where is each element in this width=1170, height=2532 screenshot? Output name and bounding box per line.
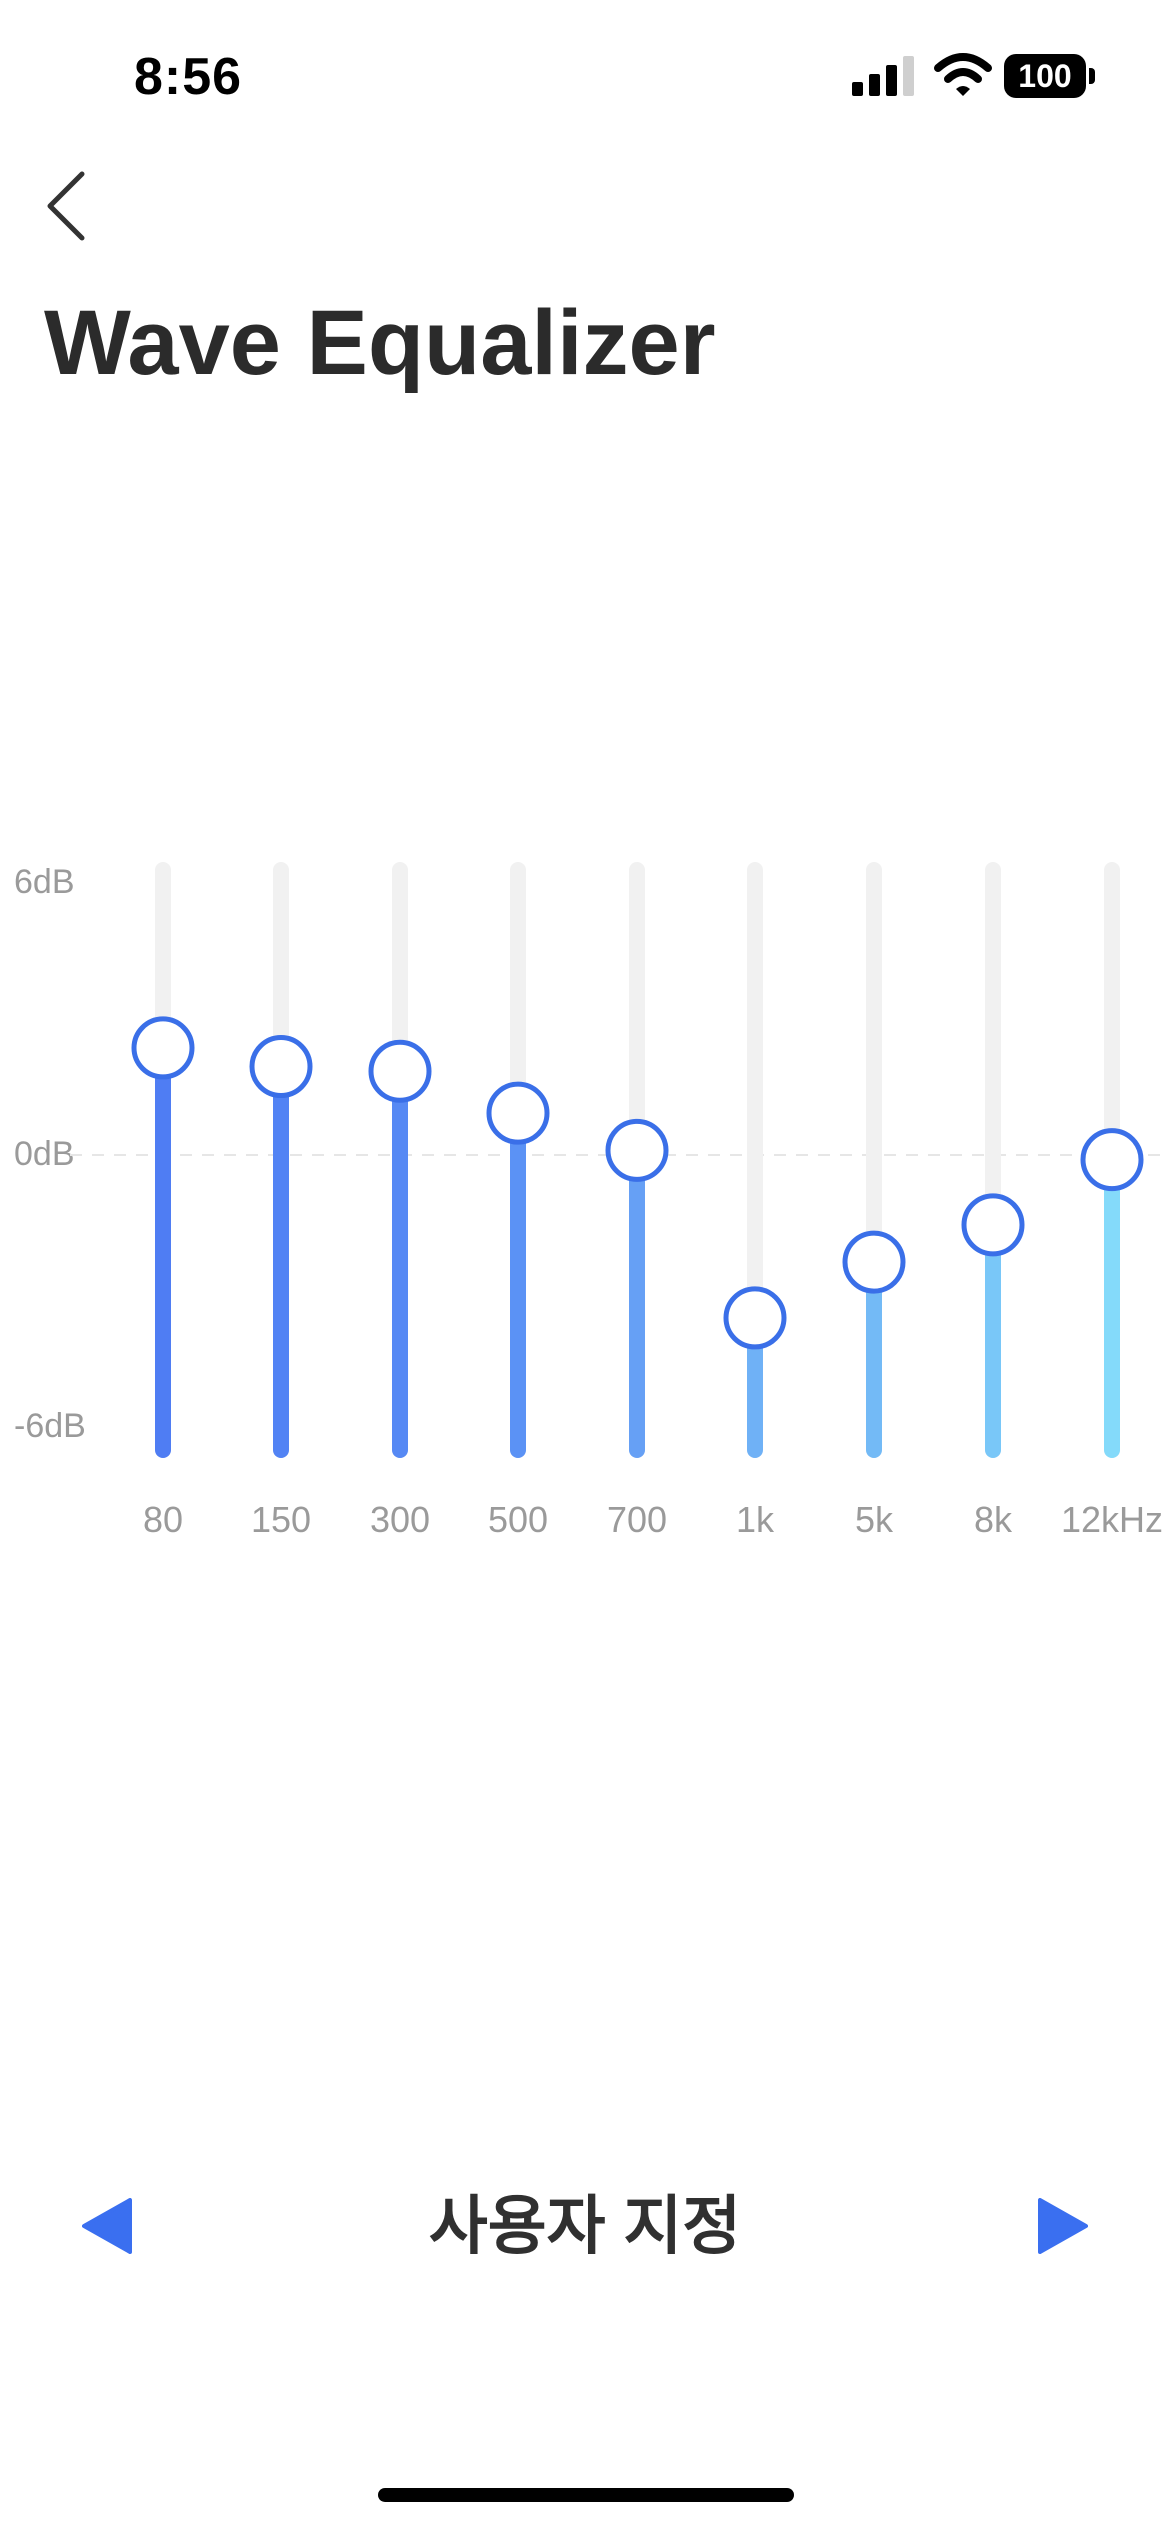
slider-knob-500[interactable]	[486, 1081, 550, 1145]
right-arrow-icon	[1038, 2198, 1088, 2254]
db-label-min: -6dB	[14, 1407, 86, 1445]
slider-knob-150[interactable]	[249, 1035, 313, 1099]
slider-knob-8k[interactable]	[961, 1193, 1025, 1257]
home-indicator	[378, 2488, 794, 2502]
slider-knob-700[interactable]	[605, 1118, 669, 1182]
next-preset-button[interactable]	[1038, 2198, 1088, 2254]
frequency-label: 700	[606, 1499, 668, 1540]
previous-preset-button[interactable]	[82, 2198, 132, 2254]
equalizer-sliders	[70, 862, 1170, 1458]
slider-knob-5k[interactable]	[842, 1230, 906, 1294]
page-title: Wave Equalizer	[44, 292, 716, 394]
frequency-label: 12kHz	[1060, 1499, 1164, 1540]
frequency-label: 5k	[854, 1499, 894, 1540]
frequency-label: 1k	[735, 1499, 775, 1540]
slider-knob-80[interactable]	[131, 1016, 195, 1080]
slider-knob-12kHz[interactable]	[1080, 1128, 1144, 1192]
frequency-label: 500	[487, 1499, 549, 1540]
db-label-zero: 0dB	[14, 1135, 75, 1173]
status-time: 8:56	[134, 48, 243, 106]
slider-knob-300[interactable]	[368, 1039, 432, 1103]
battery-icon: 100	[1004, 54, 1096, 98]
frequency-label: 300	[369, 1499, 431, 1540]
left-arrow-icon	[82, 2198, 132, 2254]
frequency-label: 150	[250, 1499, 312, 1540]
back-chevron-icon[interactable]	[40, 168, 100, 244]
cellular-signal-icon	[852, 56, 914, 96]
db-label-max: 6dB	[14, 863, 75, 901]
wifi-icon	[934, 53, 992, 96]
frequency-label: 8k	[973, 1499, 1013, 1540]
frequency-label: 80	[142, 1499, 184, 1540]
battery-level: 100	[1018, 58, 1072, 94]
preset-name: 사용자 지정	[428, 2190, 742, 2262]
slider-knob-1k[interactable]	[723, 1286, 787, 1350]
